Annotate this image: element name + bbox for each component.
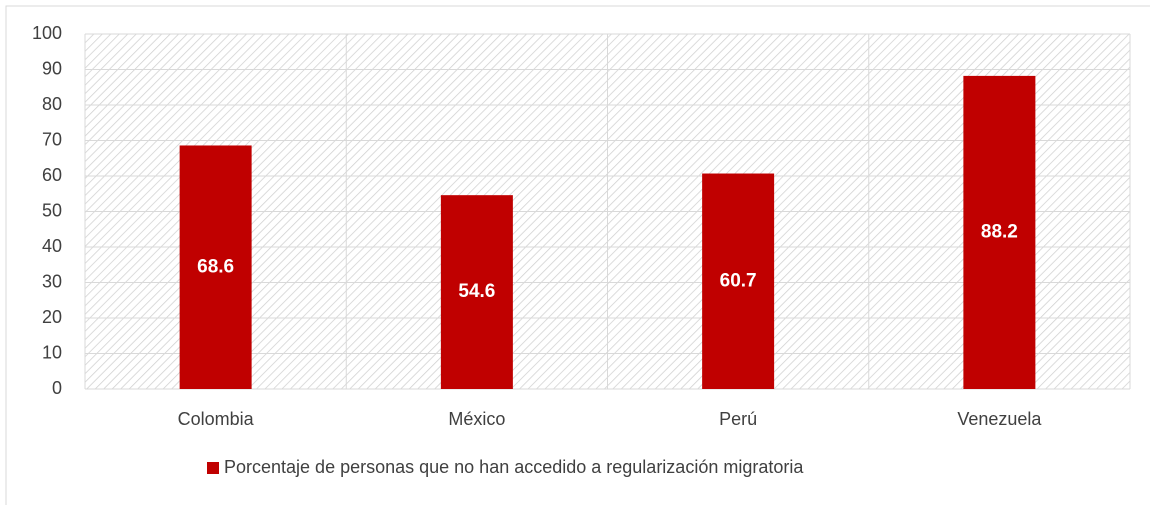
y-tick-label: 40 — [42, 236, 62, 256]
chart-border — [5, 5, 1150, 505]
data-label: 54.6 — [458, 281, 495, 302]
bar — [963, 75, 1036, 389]
y-tick-label: 60 — [42, 165, 62, 185]
x-tick-label: Colombia — [178, 409, 255, 429]
data-label: 88.2 — [981, 221, 1018, 242]
y-tick-label: 20 — [42, 307, 62, 327]
data-label: 60.7 — [720, 270, 757, 291]
y-tick-label: 100 — [32, 23, 62, 43]
bar — [440, 195, 513, 389]
y-tick-label: 70 — [42, 129, 62, 149]
bar — [702, 173, 775, 389]
data-label: 68.6 — [197, 256, 234, 277]
x-tick-label: México — [448, 409, 505, 429]
y-tick-label: 30 — [42, 271, 62, 291]
bar — [179, 145, 252, 389]
y-tick-label: 10 — [42, 342, 62, 362]
legend-swatch — [207, 462, 219, 474]
legend-label: Porcentaje de personas que no han accedi… — [224, 457, 804, 477]
x-tick-label: Perú — [719, 409, 757, 429]
y-tick-label: 90 — [42, 58, 62, 78]
y-tick-label: 0 — [52, 378, 62, 398]
y-tick-label: 50 — [42, 200, 62, 220]
x-tick-label: Venezuela — [957, 409, 1042, 429]
y-tick-label: 80 — [42, 94, 62, 114]
